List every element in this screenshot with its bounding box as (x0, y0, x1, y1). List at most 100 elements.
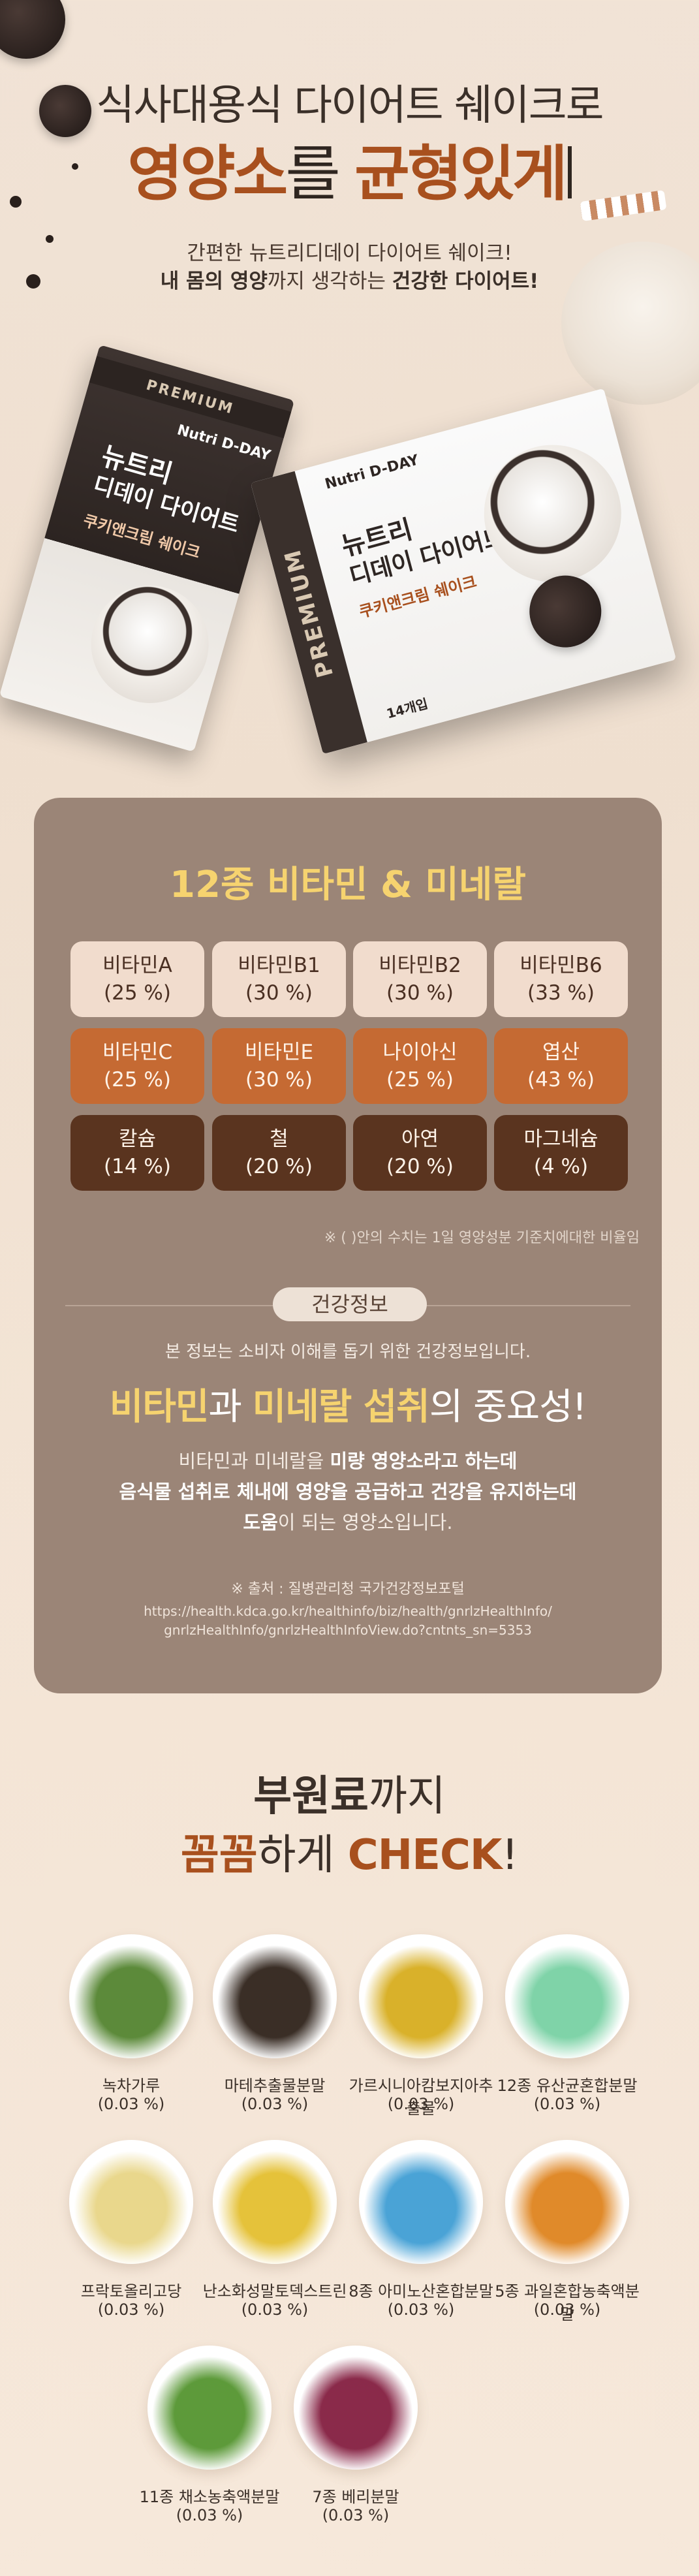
hero-headline: 식사대용식 다이어트 쉐이크로 (96, 82, 604, 130)
vitamin-name: 마그네슘 (523, 1127, 598, 1151)
ingredient-name: 가르시니아캄보지아추출물 (349, 2077, 493, 2118)
vitamin-percent: (4 %) (533, 1155, 589, 1178)
vitamin-cell: 비타민B2 (30 %) (353, 941, 487, 1017)
body1-a: 비타민과 미네랄을 (178, 1450, 330, 1472)
ingredient-percent: (0.03 %) (97, 2301, 165, 2319)
vitamin-cell: 비타민C (25 %) (70, 1028, 204, 1104)
vitamin-percent: (30 %) (386, 981, 454, 1005)
vitamin-name: 비타민A (102, 954, 172, 977)
importance-and: 과 (208, 1386, 253, 1428)
body1-b: 미량 영양소라고 하는데 (330, 1450, 518, 1472)
ingredient-name: 마테추출물분말 (224, 2077, 326, 2095)
vitamin-percent: (20 %) (245, 1155, 313, 1178)
check-subingredient: 부원료 (253, 1772, 369, 1821)
vitamin-cell: 비타민E (30 %) (212, 1028, 346, 1104)
check-carefully: 꼼꼼 (180, 1831, 258, 1879)
amino-acid-icon (359, 2140, 483, 2264)
hero-subtext-line1: 간편한 뉴트리디데이 다이어트 쉐이크! (0, 236, 699, 266)
hero-subtext-line2: 내 몸의 영양까지 생각하는 건강한 다이어트! (0, 264, 699, 294)
pouch-dessert-image (77, 571, 223, 717)
importance-suffix: 의 중요성! (429, 1386, 587, 1428)
vitamin-cell: 칼슘 (14 %) (70, 1115, 204, 1191)
vitamin-name: 비타민B1 (238, 954, 320, 977)
oligosaccharide-icon (69, 2140, 193, 2264)
vitamin-panel-title: 12종 비타민 & 미네랄 (170, 864, 526, 906)
ingredient-percent: (0.03 %) (241, 2095, 309, 2113)
ingredient-percent: (0.03 %) (387, 2301, 455, 2319)
ingredient-name: 11종 채소농축액분말 (139, 2488, 280, 2506)
vegetables-icon (148, 2346, 272, 2470)
ingredient-percent: (0.03 %) (97, 2095, 165, 2113)
vitamin-percent: (25 %) (104, 1068, 171, 1092)
probiotics-icon (505, 1934, 629, 2058)
vitamin-name: 철 (270, 1127, 288, 1151)
vitamin-percent: (14 %) (104, 1155, 171, 1178)
body3-a: 도움 (243, 1511, 278, 1533)
mate-leaves-icon (213, 1934, 337, 2058)
fruits-icon (505, 2140, 629, 2264)
cookie-decoration (0, 0, 65, 59)
hero-subtext-2c: 건강한 다이어트! (392, 270, 539, 293)
box-quantity: 14개입 (384, 695, 430, 722)
vitamin-percent: (25 %) (104, 981, 171, 1005)
hero-subtext-1: 간편한 뉴트리디데이 다이어트 쉐이크! (187, 242, 512, 265)
importance-vitamin: 비타민 (109, 1386, 210, 1428)
hero-subtext-2a: 내 몸의 영양 (160, 270, 268, 293)
box-brand: Nutri D-DAY (323, 452, 421, 493)
box-premium-band: PREMIUM (250, 471, 367, 755)
ingredient-name: 7종 베리분말 (312, 2488, 399, 2506)
ingredient-percent: (0.03 %) (241, 2301, 309, 2319)
vitamin-name: 비타민E (244, 1041, 314, 1064)
vitamin-name: 엽산 (542, 1041, 580, 1064)
cookie-crumb-decoration (72, 163, 78, 170)
body2: 음식물 섭취로 체내에 영양을 공급하고 건강을 유지하는데 (119, 1481, 577, 1503)
vitamin-name: 나이아신 (382, 1041, 458, 1064)
berries-icon (294, 2346, 418, 2470)
check-line1-suffix: 까지 (368, 1772, 446, 1821)
vitamin-cell: 마그네슘 (4 %) (494, 1115, 628, 1191)
vitamin-percent: (30 %) (245, 1068, 313, 1092)
check-word: CHECK (347, 1831, 503, 1879)
hero-highlight-nutrient: 영양소 (127, 139, 288, 209)
ingredient-name: 녹차가루 (102, 2077, 161, 2095)
vitamin-name: 비타민C (102, 1041, 173, 1064)
check-headline-line1: 부원료까지 (0, 1763, 699, 1823)
vitamin-name: 비타민B2 (379, 954, 461, 977)
check-exclamation: ! (501, 1831, 519, 1879)
corn-icon (213, 2140, 337, 2264)
milk-glass-decoration (561, 242, 699, 405)
box-dessert-image (469, 429, 637, 598)
health-info-pill: 건강정보 (273, 1287, 427, 1321)
ingredient-percent: (0.03 %) (533, 2301, 601, 2319)
vitamin-cell: 비타민A (25 %) (70, 941, 204, 1017)
product-pouch: PREMIUM Nutri D-DAY 뉴트리 디데이 다이어트 쿠키앤크림 쉐… (0, 345, 295, 752)
vitamin-percent: (43 %) (527, 1068, 595, 1092)
importance-headline: 비타민과 미네랄 섭취의 중요성! (34, 1377, 662, 1430)
ingredient-percent: (0.03 %) (387, 2095, 455, 2113)
health-info-disclaimer: 본 정보는 소비자 이해를 돕기 위한 건강정보입니다. (164, 1342, 531, 1362)
check-headline-line2: 꼼꼼하게 CHECK! (0, 1821, 699, 1881)
ingredient-name: 난소화성말토덱스트린 (202, 2282, 347, 2301)
source-label: ※ 출처 : 질병관리청 국가건강정보포털 (231, 1581, 465, 1597)
hero-highlight-balance: 균형있게 (354, 139, 568, 209)
source-url-line1[interactable]: https://health.kdca.go.kr/healthinfo/biz… (144, 1603, 552, 1619)
hero-plain-text: 를 (285, 139, 355, 209)
vitamin-cell: 엽산 (43 %) (494, 1028, 628, 1104)
source-url-line2[interactable]: gnrlzHealthInfo/gnrlzHealthInfoView.do?c… (164, 1622, 532, 1638)
garcinia-icon (359, 1934, 483, 2058)
ingredient-percent: (0.03 %) (176, 2506, 243, 2524)
vitamin-cell: 비타민B6 (33 %) (494, 941, 628, 1017)
vitamin-name: 아연 (401, 1127, 439, 1151)
green-tea-icon (69, 1934, 193, 2058)
vitamin-name: 비타민B6 (520, 954, 602, 977)
vitamin-cell: 아연 (20 %) (353, 1115, 487, 1191)
ingredient-percent: (0.03 %) (533, 2095, 601, 2113)
vitamin-percent: (25 %) (386, 1068, 454, 1092)
body3-b: 이 되는 영양소입니다. (277, 1511, 453, 1533)
vitamin-cell: 나이아신 (25 %) (353, 1028, 487, 1104)
health-body-line3: 도움이 되는 영양소입니다. (34, 1507, 662, 1537)
vitamin-cell: 비타민B1 (30 %) (212, 941, 346, 1017)
vitamin-percent: (33 %) (527, 981, 595, 1005)
ingredient-name: 5종 과일혼합농축액분말 (495, 2282, 640, 2323)
cookie-crumb-decoration (46, 235, 54, 243)
